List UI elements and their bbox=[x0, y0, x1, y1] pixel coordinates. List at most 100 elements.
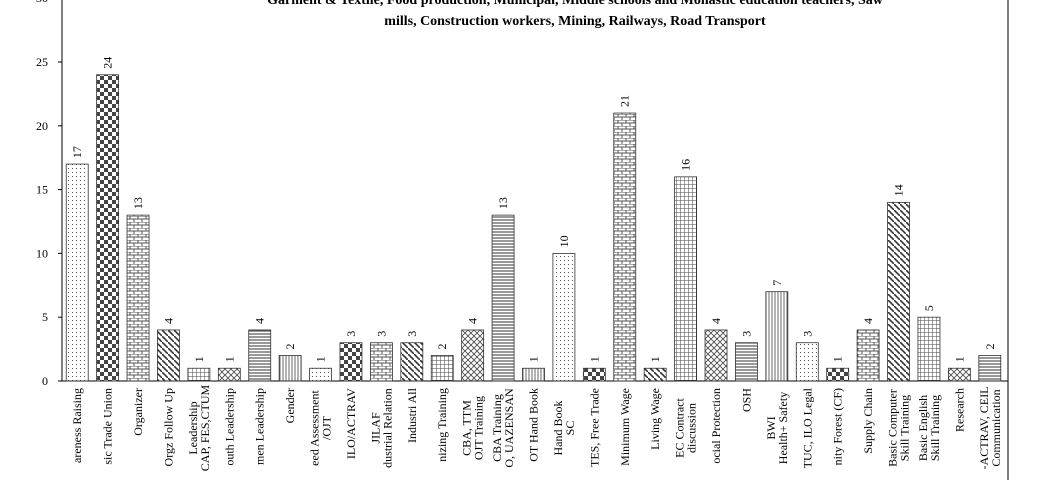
bar bbox=[765, 291, 789, 382]
value-label: 14 bbox=[892, 184, 906, 196]
bar bbox=[400, 342, 424, 382]
x-tick-label: Health+ Safety bbox=[776, 392, 790, 464]
bar bbox=[491, 214, 515, 382]
bar bbox=[856, 329, 880, 382]
bar bbox=[826, 367, 850, 382]
x-tick-label: Basic Computer bbox=[886, 389, 900, 467]
value-label: 3 bbox=[374, 331, 388, 337]
x-tick-label: Industri All bbox=[405, 387, 419, 443]
x-tick-label: OT Hand Book bbox=[527, 388, 541, 462]
value-label: 3 bbox=[344, 331, 358, 337]
x-tick-label: -ACTRAV, CEIL bbox=[977, 387, 991, 470]
bar bbox=[978, 355, 1002, 382]
x-tick-label: sic Trade Union bbox=[101, 388, 115, 465]
y-tick-label: 5 bbox=[42, 310, 48, 324]
x-tick-label: Skill Training bbox=[928, 395, 942, 461]
value-label: 1 bbox=[587, 356, 601, 362]
x-tick-label: SC bbox=[563, 421, 577, 436]
value-label: 10 bbox=[557, 235, 571, 247]
value-label: 24 bbox=[101, 57, 115, 69]
value-label: 4 bbox=[709, 318, 723, 324]
y-tick-label: 30 bbox=[36, 0, 48, 5]
x-tick-label: Research bbox=[952, 388, 966, 432]
value-label: 4 bbox=[861, 318, 875, 324]
value-label: 1 bbox=[952, 356, 966, 362]
value-label: 13 bbox=[496, 197, 510, 209]
x-tick-label: men Leadership bbox=[253, 388, 267, 465]
bar bbox=[96, 74, 120, 382]
x-tick-label: Living Wage bbox=[648, 388, 662, 450]
bar bbox=[735, 342, 758, 382]
bar bbox=[430, 355, 454, 382]
x-tick-label: Leadership bbox=[186, 401, 200, 454]
bar bbox=[278, 355, 302, 382]
x-tick-label: ILO/ACTRAV bbox=[344, 388, 358, 459]
bar bbox=[887, 201, 910, 382]
x-tick-label: areness Raising bbox=[70, 388, 84, 463]
x-tick-label: dustrial Relation bbox=[380, 388, 394, 468]
y-tick-label: 0 bbox=[42, 374, 48, 388]
value-label: 1 bbox=[831, 356, 845, 362]
value-label: 1 bbox=[648, 356, 662, 362]
x-tick-label: nity Forest (CF) bbox=[831, 388, 845, 465]
value-label: 7 bbox=[770, 280, 784, 286]
value-label: 16 bbox=[679, 159, 693, 171]
value-label: 2 bbox=[283, 343, 297, 349]
bar bbox=[461, 329, 485, 382]
y-tick-label: 10 bbox=[36, 246, 48, 260]
x-tick-label: discussion bbox=[685, 403, 699, 453]
bar bbox=[217, 367, 241, 382]
value-label: 4 bbox=[253, 318, 267, 324]
x-tick-label: Minimum Wage bbox=[618, 388, 632, 466]
x-tick-label: TES, Free Trade bbox=[587, 388, 601, 467]
bar bbox=[582, 367, 606, 382]
value-label: 2 bbox=[983, 343, 997, 349]
value-label: 21 bbox=[618, 95, 632, 107]
x-tick-label: TUC, ILO Legal bbox=[800, 387, 814, 468]
value-label: 17 bbox=[70, 146, 84, 158]
bar bbox=[704, 329, 728, 382]
value-label: 1 bbox=[192, 356, 206, 362]
y-tick-label: 20 bbox=[36, 119, 48, 133]
chart-title: Garment & Textile, Food production, Muni… bbox=[267, 0, 884, 8]
value-label: 5 bbox=[922, 305, 936, 311]
value-label: 13 bbox=[131, 197, 145, 209]
value-label: 4 bbox=[466, 318, 480, 324]
x-tick-label: /OJT bbox=[320, 415, 334, 440]
x-tick-label: OJT Training bbox=[472, 396, 486, 460]
bar bbox=[674, 176, 697, 382]
bar bbox=[157, 329, 180, 382]
bar bbox=[248, 329, 272, 382]
x-tick-label: EC Contract bbox=[673, 398, 687, 458]
value-label: 3 bbox=[405, 331, 419, 337]
x-tick-label: CBA Training bbox=[490, 394, 504, 462]
bar bbox=[309, 367, 332, 382]
bar bbox=[522, 367, 545, 382]
x-tick-label: Basic English bbox=[916, 395, 930, 461]
value-label: 3 bbox=[739, 331, 753, 337]
value-label: 1 bbox=[222, 356, 236, 362]
x-tick-label: Skill Training bbox=[898, 395, 912, 461]
x-tick-label: Supply Chain bbox=[861, 388, 875, 454]
bar bbox=[947, 367, 971, 382]
bar bbox=[643, 367, 667, 382]
bar bbox=[187, 367, 211, 382]
x-tick-label: nizing Training bbox=[435, 388, 449, 462]
value-label: 4 bbox=[161, 318, 175, 324]
bar bbox=[370, 342, 393, 382]
x-tick-label: ocial Protection bbox=[709, 388, 723, 464]
y-tick-label: 15 bbox=[36, 183, 48, 197]
chart-title: mills, Construction workers, Mining, Rai… bbox=[384, 14, 766, 29]
value-label: 3 bbox=[800, 331, 814, 337]
value-label: 1 bbox=[527, 356, 541, 362]
bar bbox=[795, 342, 819, 382]
value-label: 1 bbox=[314, 356, 328, 362]
x-tick-label: JILAF bbox=[368, 412, 382, 444]
x-tick-label: BWI bbox=[764, 416, 778, 439]
bar bbox=[613, 112, 637, 382]
x-tick-label: CBA, TTM bbox=[460, 400, 474, 456]
value-label: 2 bbox=[435, 343, 449, 349]
x-tick-label: Gender bbox=[283, 388, 297, 423]
x-tick-label: Communication bbox=[989, 389, 1003, 466]
